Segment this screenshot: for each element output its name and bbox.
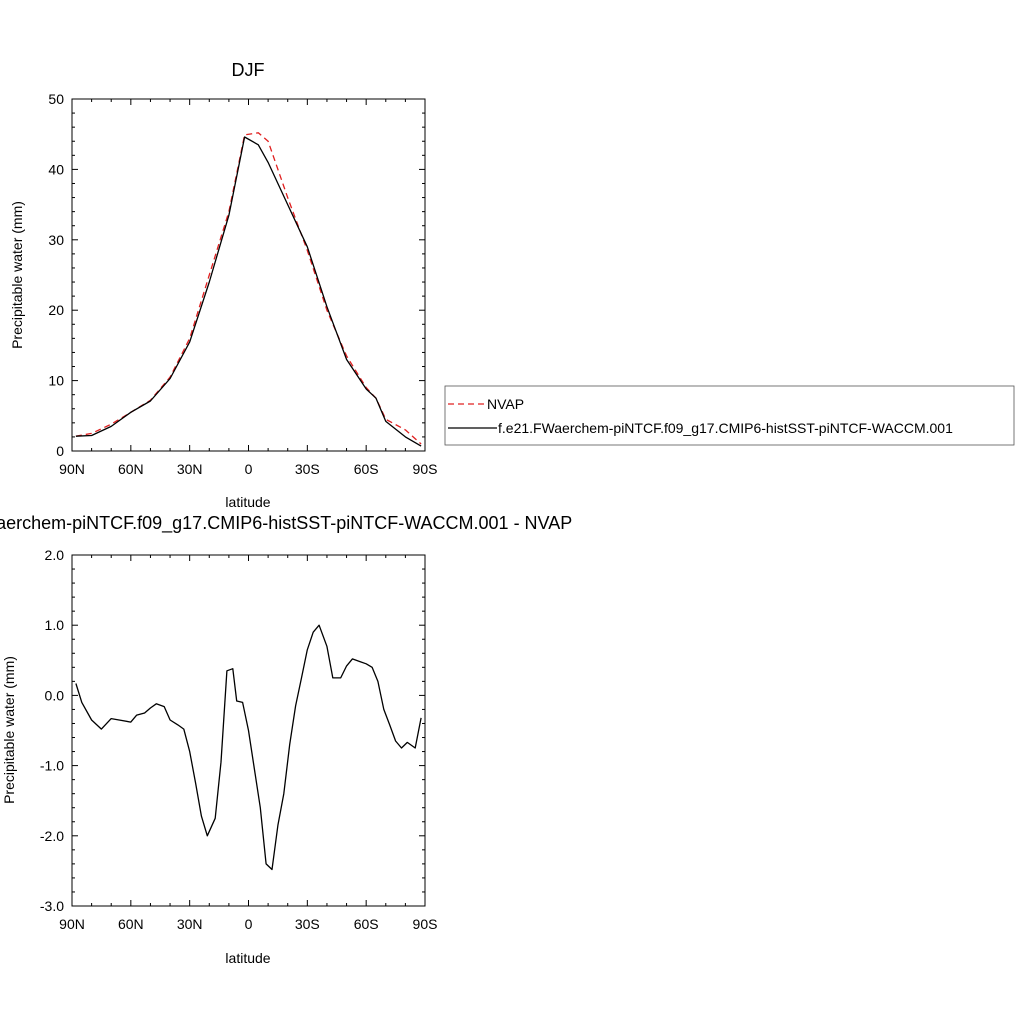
- top-plot-frame: [71, 98, 426, 452]
- bottom-x-tick-label: 90N: [59, 916, 85, 932]
- top-x-tick-label: 90N: [59, 461, 85, 477]
- bottom-y-tick-label: 2.0: [45, 547, 65, 563]
- bottom-x-tick-label: 90S: [413, 916, 438, 932]
- top-x-tick-label: 30S: [295, 461, 320, 477]
- bottom-x-tick-label: 60S: [354, 916, 379, 932]
- top-x-tick-label: 90S: [413, 461, 438, 477]
- bottom-y-axis-label: Precipitable water (mm): [1, 656, 17, 804]
- top-x-tick-label: 30N: [177, 461, 203, 477]
- bottom-y-tick-label: 1.0: [45, 617, 65, 633]
- bottom-x-tick-label: 30N: [177, 916, 203, 932]
- bottom-series-line-0: [75, 624, 422, 871]
- bottom-x-tick-label: 60N: [118, 916, 144, 932]
- top-y-tick-label: 50: [48, 91, 64, 107]
- bottom-y-tick-label: 0.0: [45, 687, 65, 703]
- legend-box: [444, 385, 1015, 446]
- top-y-tick-label: 10: [48, 373, 64, 389]
- bottom-y-tick-label: -2.0: [40, 828, 64, 844]
- bottom-chart: f.e21.FWaerchem-piNTCF.f09_g17.CMIP6-his…: [0, 513, 572, 966]
- top-x-axis-label: latitude: [225, 494, 270, 510]
- top-y-tick-label: 0: [56, 443, 64, 459]
- top-chart-title: DJF: [232, 60, 265, 80]
- legend: NVAP f.e21.FWaerchem-piNTCF.f09_g17.CMIP…: [444, 385, 1015, 446]
- bottom-chart-title: f.e21.FWaerchem-piNTCF.f09_g17.CMIP6-his…: [0, 513, 572, 534]
- top-chart: DJF 90N 60N 30N 0 30S 60S 90S 0 10 20 30 40 50 latit…: [9, 60, 1015, 510]
- bottom-y-tick-label: -3.0: [40, 898, 64, 914]
- bottom-x-axis-label: latitude: [225, 950, 270, 966]
- bottom-x-tick-label: 0: [245, 916, 253, 932]
- bottom-x-tick-label: 30S: [295, 916, 320, 932]
- bottom-y-tick-label: -1.0: [40, 758, 64, 774]
- top-y-tick-label: 40: [48, 161, 64, 177]
- top-y-axis-label: Precipitable water (mm): [9, 201, 25, 349]
- legend-label-model: f.e21.FWaerchem-piNTCF.f09_g17.CMIP6-his…: [498, 420, 953, 436]
- top-x-tick-label: 60S: [354, 461, 379, 477]
- top-x-tick-label: 60N: [118, 461, 144, 477]
- top-y-tick-label: 20: [48, 302, 64, 318]
- top-series-line-1: [75, 136, 422, 447]
- top-x-tick-label: 0: [245, 461, 253, 477]
- top-plot-area: 90N 60N 30N 0 30S 60S 90S 0 10 20 30 40 50: [48, 91, 437, 477]
- top-y-tick-label: 30: [48, 232, 64, 248]
- legend-label-nvap: NVAP: [487, 396, 524, 412]
- top-series-line-0: [75, 132, 422, 445]
- bottom-plot-area: 90N 60N 30N 0 30S 60S 90S -3.0 -2.0 -1.0 0.0 1.0 2.0: [40, 547, 438, 932]
